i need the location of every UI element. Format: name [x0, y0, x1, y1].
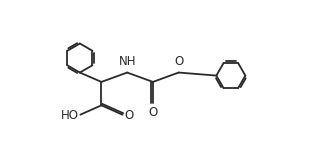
Text: NH: NH: [118, 55, 136, 68]
Text: HO: HO: [60, 109, 79, 122]
Text: O: O: [124, 109, 134, 122]
Text: O: O: [148, 107, 157, 119]
Text: O: O: [174, 55, 183, 68]
